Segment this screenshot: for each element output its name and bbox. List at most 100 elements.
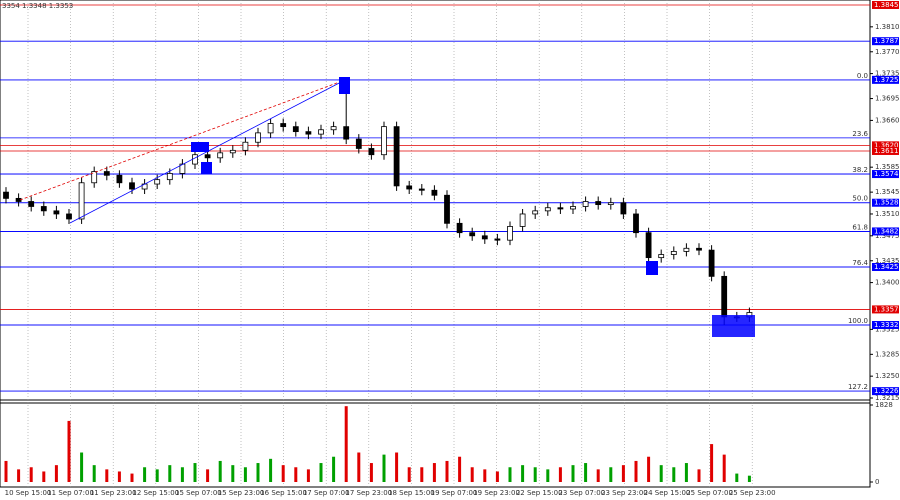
candle-body	[368, 148, 375, 156]
candle-body	[406, 185, 413, 190]
volume-bar	[458, 456, 462, 482]
volume-bar	[382, 454, 386, 482]
candle-body	[696, 247, 702, 251]
candle-body	[431, 189, 438, 196]
candle-body	[204, 154, 211, 159]
fib-label: 100.0	[848, 317, 868, 325]
volume-bar	[319, 463, 323, 482]
fib-label: 61.8	[852, 223, 868, 231]
x-tick-label: 12 Sep 15:00	[132, 489, 179, 497]
candle-body	[469, 232, 476, 237]
volume-bar	[357, 452, 361, 482]
level-label: 1.3482	[874, 227, 899, 235]
candle-body	[507, 226, 513, 241]
volume-bar	[584, 463, 588, 482]
y-tick-label: 1.3770	[875, 48, 900, 56]
x-tick-label: 25 Sep 23:00	[729, 489, 776, 497]
level-box	[872, 321, 899, 330]
volume-bar	[508, 467, 512, 482]
candle-body	[318, 129, 324, 135]
y-tick-label: 1.3810	[875, 23, 900, 31]
candle-body	[280, 123, 287, 128]
candle-body	[217, 152, 224, 159]
volume-bar	[130, 473, 134, 482]
level-label: 1.3620	[874, 141, 899, 149]
level-box	[872, 387, 899, 396]
x-tick-label: 17 Sep 07:00	[303, 489, 350, 497]
volume-bar	[722, 454, 726, 482]
level-label: 1.3425	[874, 263, 899, 271]
candle-body	[532, 210, 539, 215]
candle-body	[343, 126, 350, 140]
x-tick-label: 19 Sep 23:00	[473, 489, 520, 497]
volume-bar	[231, 465, 235, 482]
candle-body	[544, 207, 551, 212]
level-label: 1.3725	[874, 76, 899, 84]
candle-body	[192, 154, 198, 165]
candle-body	[721, 275, 728, 318]
volume-bar	[168, 465, 172, 482]
volume-bar	[306, 469, 310, 482]
volume-bar	[483, 469, 487, 482]
volume-bar	[407, 467, 411, 482]
candle-body	[292, 126, 299, 133]
volume-bar	[659, 465, 663, 482]
x-tick-label: 15 Sep 23:00	[218, 489, 265, 497]
candle-body	[683, 247, 690, 252]
candle-body	[229, 149, 236, 154]
level-label: 1.3787	[874, 37, 899, 45]
candle-body	[444, 194, 450, 224]
candle-body	[570, 206, 576, 210]
volume-bar	[332, 456, 336, 482]
volume-bar	[369, 463, 373, 482]
candle-body	[595, 201, 602, 206]
volume-bar	[67, 420, 71, 482]
candle-body	[179, 163, 186, 174]
y-tick-label: 1.3735	[875, 70, 900, 78]
volume-bar	[206, 469, 210, 482]
volume-bar	[710, 444, 714, 482]
fib-label: 76.4	[852, 259, 868, 267]
marker	[201, 162, 212, 174]
candle-body	[418, 188, 425, 191]
fib-label: 38.2	[852, 166, 868, 174]
plot-frame	[0, 0, 871, 488]
y-tick-label: 1.3435	[875, 257, 900, 265]
volume-bar	[4, 460, 8, 482]
x-tick-label: 22 Sep 15:00	[516, 489, 563, 497]
level-box	[872, 305, 899, 314]
candle-body	[28, 201, 35, 207]
level-box	[872, 146, 899, 155]
candle-body	[129, 182, 135, 190]
marker	[712, 315, 755, 337]
candle-body	[456, 222, 463, 234]
level-box	[872, 75, 899, 84]
candle-body	[633, 213, 639, 234]
level-label: 1.3357	[874, 305, 899, 313]
candle-body	[355, 138, 362, 149]
candle-body	[330, 126, 337, 131]
volume-tick-label: 0	[875, 478, 879, 486]
level-box	[872, 170, 899, 179]
y-tick-label: 1.3585	[875, 163, 900, 171]
volume-bar	[735, 473, 739, 482]
volume-bar	[684, 463, 688, 482]
volume-bar	[432, 463, 436, 482]
volume-bar	[269, 458, 273, 482]
y-tick-label: 1.3545	[875, 188, 900, 196]
volume-bar	[256, 463, 260, 482]
marker	[339, 77, 350, 94]
volume-bar	[344, 406, 348, 482]
level-box	[872, 227, 899, 236]
level-label: 1.3611	[874, 147, 899, 155]
x-tick-label: 11 Sep 23:00	[90, 489, 137, 497]
candle-body	[620, 202, 627, 215]
candle-body	[381, 126, 387, 156]
volume-bar	[533, 467, 537, 482]
candle-body	[519, 213, 526, 227]
candle-body	[166, 173, 173, 181]
volume-bar	[609, 467, 613, 482]
level-box	[872, 0, 899, 9]
candle-body	[393, 126, 400, 187]
